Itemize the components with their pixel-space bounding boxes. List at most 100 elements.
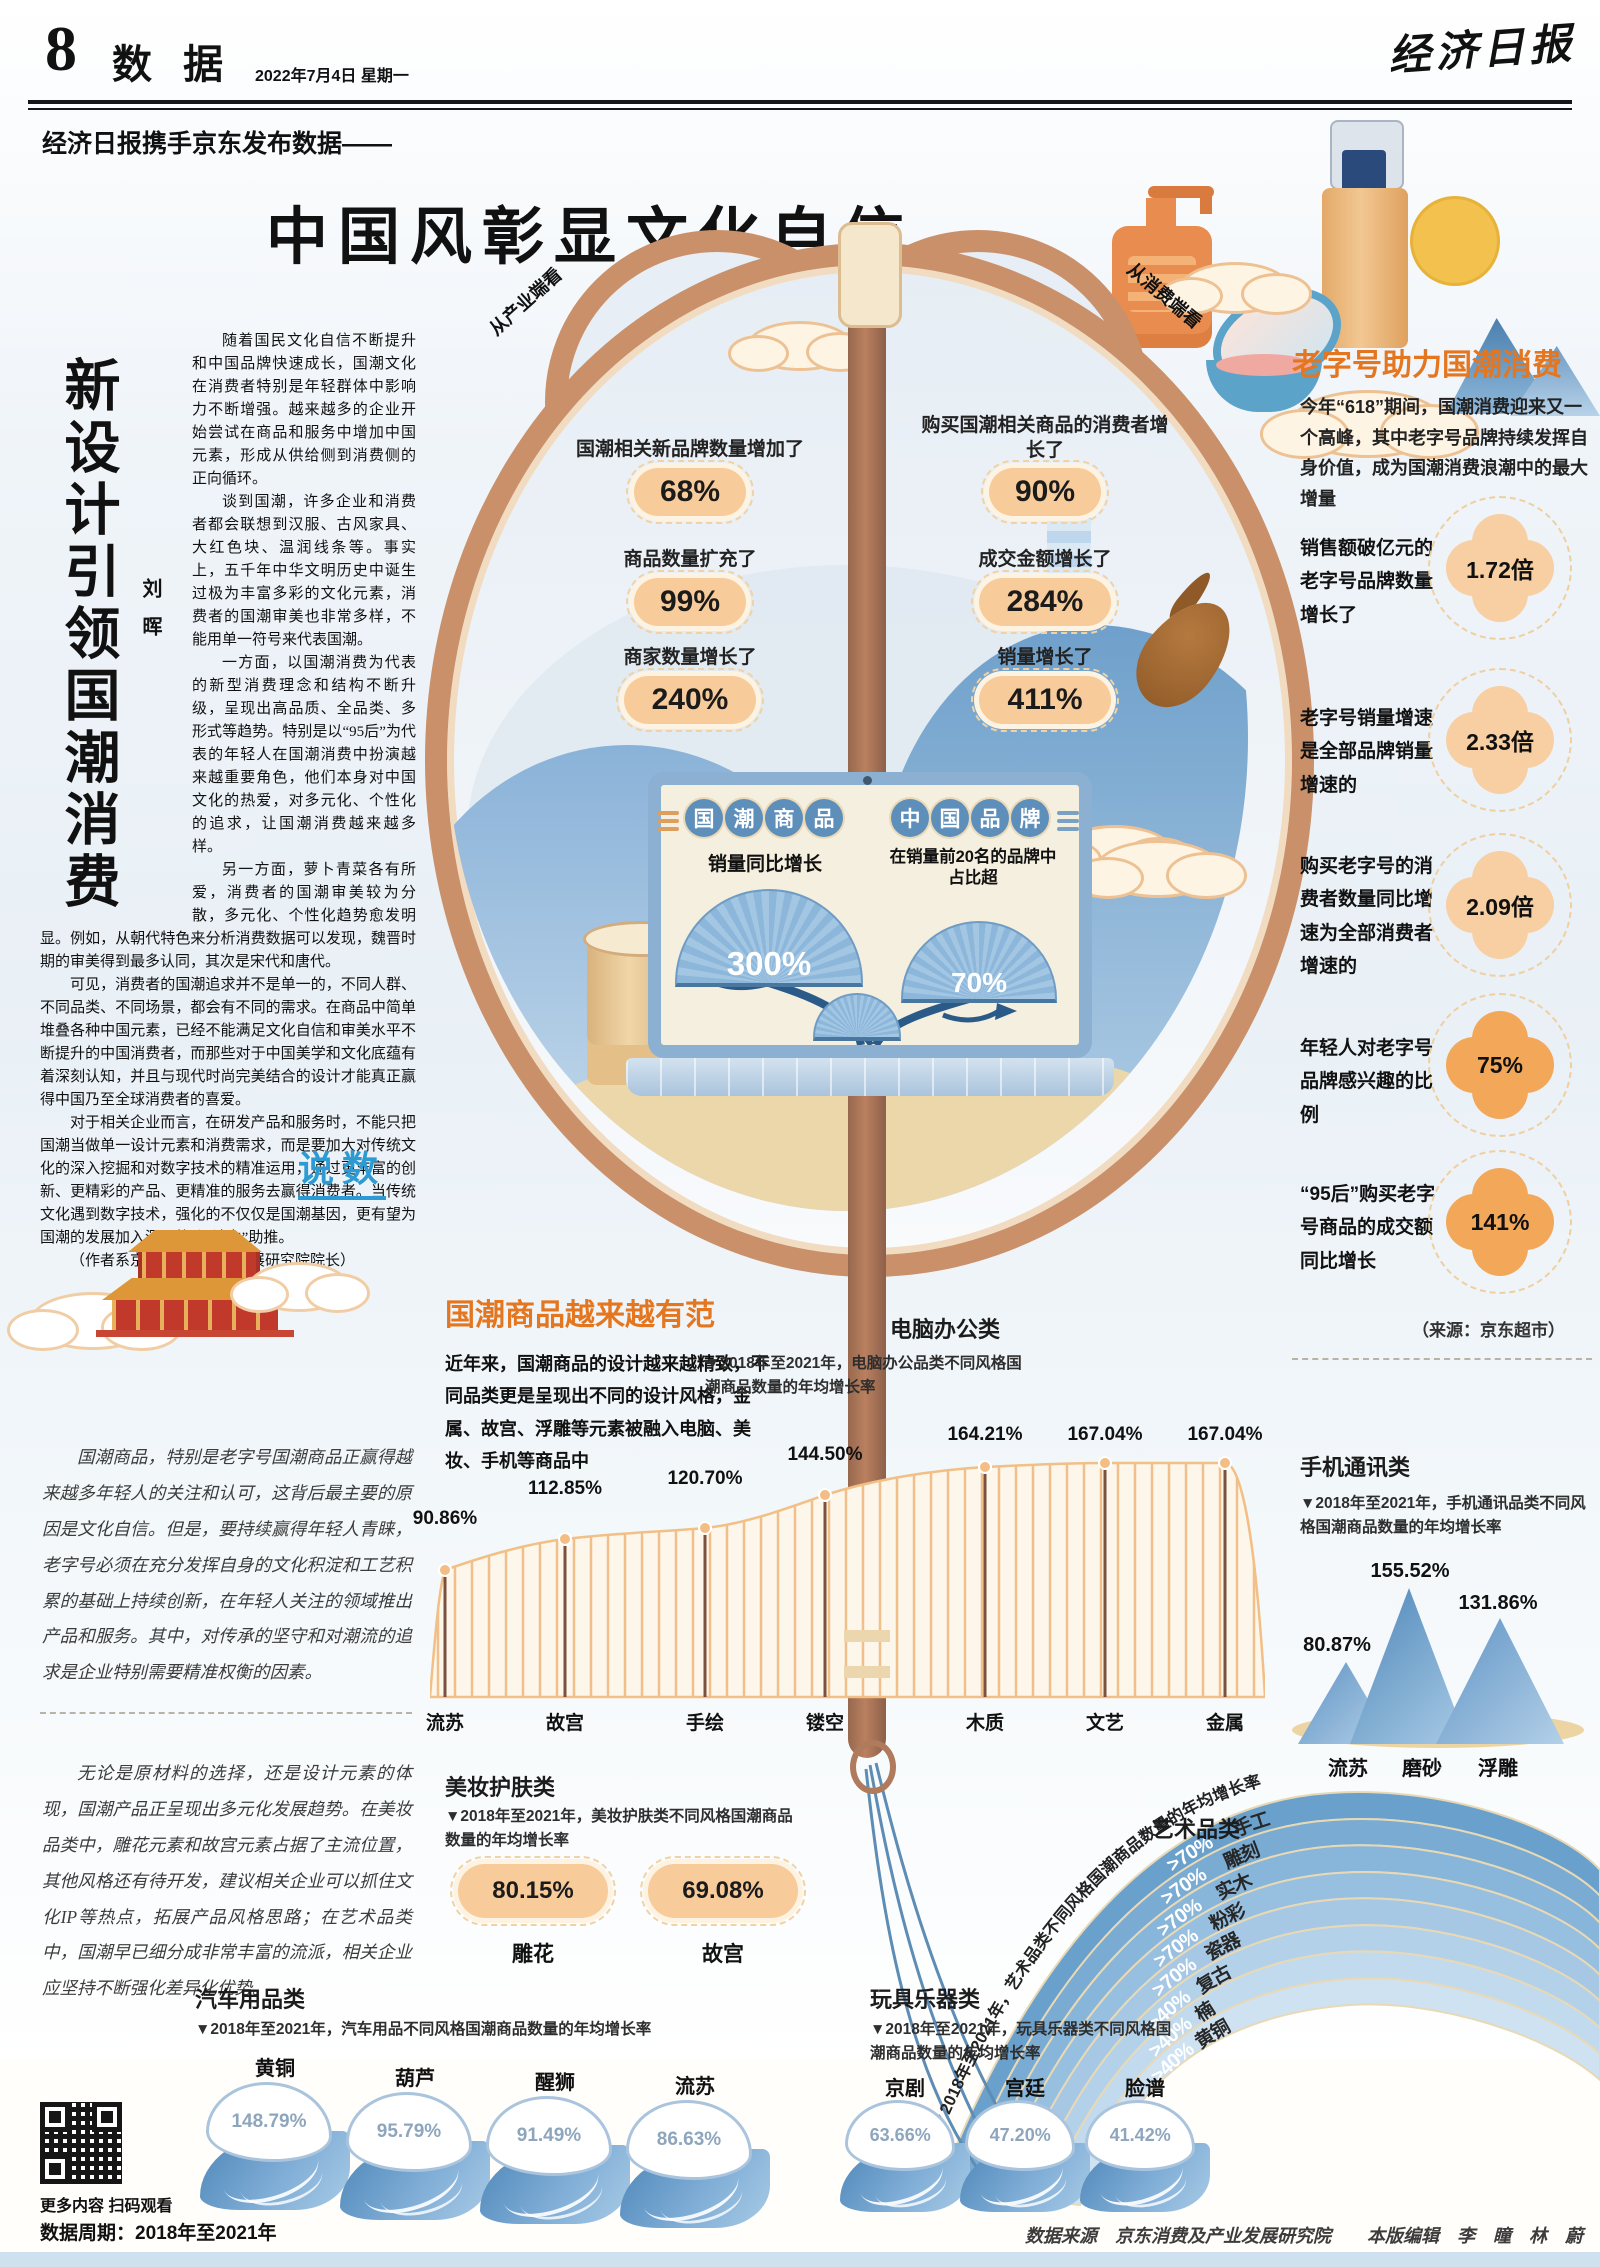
auto-chart-title: 汽车用品类 (195, 1987, 306, 2012)
laozihao-source: （来源：京东超市） (1412, 1321, 1565, 1340)
area-category: 文艺 (1085, 1713, 1124, 1734)
cloud-icon (1160, 262, 1312, 316)
badge-char: 品 (805, 799, 843, 837)
section-name: 数 据 (112, 43, 234, 87)
area-value: 112.85% (528, 1478, 602, 1499)
wave-label: 黄铜 (255, 2058, 295, 2080)
masthead-logo: 经济日报 (1386, 21, 1578, 81)
wave-label: 宫廷 (1005, 2078, 1045, 2100)
powder-icon (1216, 354, 1312, 376)
area-value: 167.04% (1187, 1424, 1263, 1445)
stat-value: 1.72倍 (1466, 557, 1534, 583)
area-category: 手绘 (685, 1713, 724, 1734)
badge-char: 品 (971, 799, 1009, 837)
laptop-left-caption: 销量同比增长 (707, 854, 822, 875)
wave-label: 葫芦 (395, 2068, 435, 2090)
stat-label: 商品数量扩充了 (623, 549, 757, 570)
area-category: 金属 (1205, 1713, 1244, 1734)
mobile-chart-title: 手机通讯类 (1300, 1455, 1411, 1480)
stat-label: 成交金额增长了 (978, 549, 1112, 570)
mobile-chart-caption: ▼2018年至2021年，手机通讯品类不同风格国潮商品数量的年均增长率 (1300, 1495, 1586, 1537)
area-category: 流苏 (425, 1713, 464, 1734)
cloud-icon (728, 321, 874, 373)
article-headline-vertical: 新设计引领国潮消费 (57, 356, 120, 914)
laptop-screen: 国 潮 商 品 销量同比增长 300% 中 国 品 牌 在销量前20名的品牌中占… (648, 772, 1092, 1058)
sun-icon (1410, 196, 1500, 286)
laozihao-stat-flower: 75% (1428, 993, 1572, 1137)
wave-bar: 41.42% (1080, 2100, 1210, 2212)
stat-value-pill: 284% (971, 570, 1119, 634)
stat-label: 国潮相关新品牌数量增加了 (575, 439, 804, 460)
badge-char: 中 (891, 799, 929, 837)
badge-char: 牌 (1011, 799, 1049, 837)
laozihao-stat-label: 老字号销量增速是全部品牌销量增速的 (1300, 708, 1434, 796)
wave-label: 醒狮 (535, 2072, 575, 2094)
wave-label: 京剧 (885, 2078, 925, 2100)
laozihao-stat-flower: 1.72倍 (1428, 496, 1572, 640)
mountain-value: 131.86% (1458, 1592, 1538, 1614)
stat-value: 2.09倍 (1466, 894, 1534, 920)
stat-label: 销量增长了 (997, 647, 1093, 668)
laozihao-stat-label: 年轻人对老字号品牌感兴趣的比例 (1300, 1038, 1434, 1126)
area-category: 木质 (965, 1713, 1004, 1734)
issue-date: 2022年7月4日 星期一 (255, 68, 409, 85)
webcam-icon (863, 776, 872, 785)
stat-label: 商家数量增长了 (623, 647, 757, 668)
cloud-icon (1071, 840, 1247, 899)
badge-char: 商 (765, 799, 803, 837)
mountain-label: 流苏 (1328, 1758, 1368, 1780)
article-paragraph: 可见，消费者的国潮追求并不是单一的，不同人群、不同品类、不同场景，都会有不同的需… (40, 977, 416, 1108)
data-period: 数据周期：2018年至2021年 (40, 2223, 277, 2244)
mountain-value: 155.52% (1370, 1560, 1450, 1582)
pump-arm-icon (1148, 186, 1214, 198)
badge-char: 潮 (725, 799, 763, 837)
article-paragraph: 另一方面，萝卜青菜各有所爱，消费者的国潮审美较为分散，多元化、个性化趋势愈发明显… (40, 862, 416, 970)
laozihao-stat-label: “95后”购买老字号商品的成交额同比增长 (1300, 1184, 1436, 1272)
art-chart-title: 艺术品类 (1152, 1817, 1241, 1842)
header-rule-thin (28, 108, 1572, 110)
cloud-icon (1260, 390, 1479, 459)
article-body: 随着国民文化自信不断提升和中国品牌快速成长，国潮文化在消费者特别是年轻群体中影响… (40, 330, 416, 1273)
stat-value-pill: 90% (981, 460, 1109, 524)
temple-body-top (138, 1252, 260, 1278)
badge-char: 国 (931, 799, 969, 837)
wave-bar: 148.79% (200, 2082, 350, 2210)
laozihao-intro: 今年“618”期间，国潮消费迎来又一个高峰，其中老字号品牌持续发挥自身价值，成为… (1300, 397, 1588, 509)
article-paragraph: 随着国民文化自信不断提升和中国品牌快速成长，国潮文化在消费者特别是年轻群体中影响… (192, 333, 416, 487)
laozihao-stat-label: 购买老字号的消费者数量同比增速为全部消费者增速的 (1300, 856, 1434, 977)
divider (40, 1712, 412, 1714)
beauty-category: 故宫 (702, 1943, 744, 1966)
beauty-chart-title: 美妆护肤类 (445, 1775, 556, 1800)
auto-chart-caption: ▼2018年至2021年，汽车用品不同风格国潮商品数量的年均增长率 (195, 2021, 652, 2038)
wave-bar: 86.63% (620, 2100, 770, 2228)
beauty-value-pill: 69.08% (640, 1856, 806, 1926)
article-paragraph: 谈到国潮，许多企业和消费者都会联想到汉服、古风家具、大红色块、温润线条等。事实上… (192, 494, 416, 648)
pump-nozzle-icon (1200, 192, 1212, 214)
wave-bar: 47.20% (960, 2100, 1090, 2212)
wave-label: 流苏 (675, 2076, 715, 2098)
laozihao-stat-flower: 2.33倍 (1428, 668, 1572, 812)
area-value: 90.86% (412, 1508, 478, 1529)
art-arc-chart: ▼2018年至2021年，艺术品类不同风格国潮商品数量的年均增长率 >70% 手… (864, 1762, 1600, 2207)
style-section-body: 近年来，国潮商品的设计越来越精致，不同品类更是呈现出不同的设计风格，金属、故宫、… (445, 1354, 769, 1472)
beauty-value-pill: 80.15% (450, 1856, 616, 1926)
laozihao-stat-flower: 2.09倍 (1428, 833, 1572, 977)
laozihao-title: 老字号助力国潮消费 (1292, 349, 1562, 382)
stat-value: 75% (1476, 1051, 1524, 1078)
article-paragraph: 对于相关企业而言，在研发产品和服务时，不能只把国潮当做单一设计元素和消费需求，而… (40, 1115, 416, 1246)
divider (1292, 1358, 1592, 1360)
toys-chart-caption: ▼2018年至2021年，玩具乐器类不同风格国潮商品数量的年均增长率 (870, 2021, 1172, 2063)
header-rule (28, 100, 1572, 104)
toys-chart-title: 玩具乐器类 (870, 1987, 981, 2012)
computer-chart-title: 电脑办公类 (890, 1317, 1001, 1342)
menu-icon (657, 807, 679, 835)
credits: 数据来源 京东消费及产业发展研究院 本版编辑 李 瞳 林 蔚 (1025, 2226, 1583, 2246)
area-value: 164.21% (947, 1424, 1023, 1445)
area-category: 镂空 (805, 1713, 844, 1734)
laozihao-stat-label: 销售额破亿元的老字号品牌数量增长了 (1300, 538, 1434, 626)
qr-note: 更多内容 扫码观看 (40, 2198, 173, 2215)
temple-roof-top (128, 1230, 262, 1252)
area-value: 120.70% (667, 1468, 743, 1489)
laozihao-stat-flower: 141% (1428, 1150, 1572, 1294)
